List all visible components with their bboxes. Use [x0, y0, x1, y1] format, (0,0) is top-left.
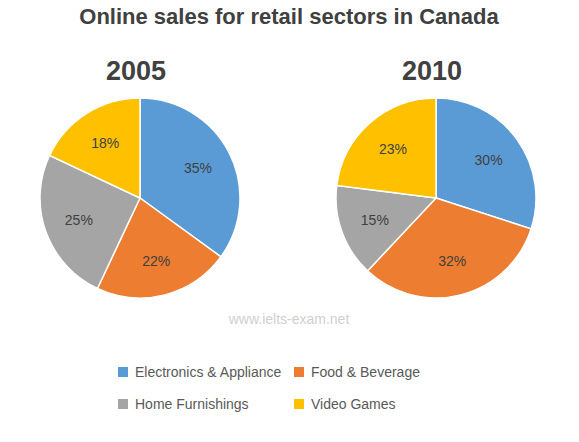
data-label: 23%	[379, 141, 407, 157]
pie-labels: 35% 22% 25% 18%	[65, 135, 212, 269]
legend-swatch	[118, 367, 128, 377]
data-label: 32%	[438, 253, 466, 269]
pie-slices	[40, 98, 240, 298]
pie-slice	[337, 98, 436, 198]
data-label: 35%	[184, 160, 212, 176]
legend-swatch	[294, 399, 304, 409]
legend-label: Electronics & Appliance	[135, 364, 282, 380]
pie-labels: 30% 32% 15% 23%	[361, 141, 503, 269]
pie-title: 2005	[106, 56, 166, 86]
pie-slices	[336, 98, 536, 298]
legend: Electronics & Appliance Food & Beverage Ho…	[118, 364, 420, 412]
legend-swatch	[118, 399, 128, 409]
chart-title: Online sales for retail sectors in Canad…	[79, 4, 499, 29]
data-label: 25%	[65, 212, 93, 228]
legend-swatch	[294, 367, 304, 377]
data-label: 18%	[91, 135, 119, 151]
data-label: 15%	[361, 212, 389, 228]
pie-title: 2010	[402, 56, 462, 86]
legend-label: Video Games	[311, 396, 396, 412]
data-label: 30%	[475, 152, 503, 168]
pie-slice	[50, 98, 140, 198]
data-label: 22%	[142, 253, 170, 269]
legend-label: Food & Beverage	[311, 364, 420, 380]
chart: Online sales for retail sectors in Canad…	[0, 0, 579, 442]
pie-slice	[336, 185, 436, 270]
watermark: www.ielts-exam.net	[228, 311, 350, 327]
legend-label: Home Furnishings	[135, 396, 249, 412]
